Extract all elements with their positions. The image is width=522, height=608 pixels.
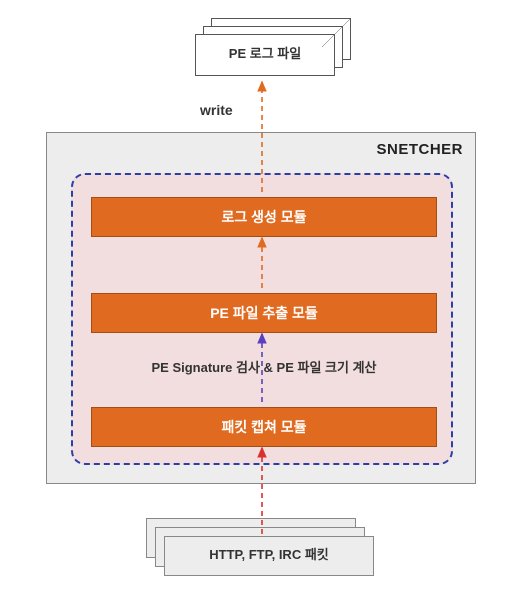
signature-text: PE Signature 검사 & PE 파일 크기 계산 (91, 357, 437, 376)
write-label: write (200, 102, 233, 118)
doc-sheet-front: HTTP, FTP, IRC 패킷 (164, 536, 374, 576)
bottom-doc-label: HTTP, FTP, IRC 패킷 (209, 547, 329, 562)
module-label: 패킷 캡쳐 모듈 (221, 419, 306, 435)
packet-docs: HTTP, FTP, IRC 패킷 (146, 518, 386, 578)
inner-panel: 로그 생성 모듈 PE 파일 추출 모듈 PE Signature 검사 & P… (71, 173, 453, 465)
module-log-gen: 로그 생성 모듈 (91, 197, 437, 237)
architecture-diagram: PE 로그 파일 write SNETCHER 로그 생성 모듈 PE 파일 추… (0, 0, 522, 608)
module-label: 로그 생성 모듈 (221, 209, 306, 225)
pe-log-file-docs: PE 로그 파일 (195, 18, 355, 78)
snetcher-title: SNETCHER (376, 141, 463, 158)
module-packet-capture: 패킷 캡쳐 모듈 (91, 407, 437, 447)
snetcher-box: SNETCHER 로그 생성 모듈 PE 파일 추출 모듈 PE Signatu… (46, 132, 476, 484)
module-label: PE 파일 추출 모듈 (210, 305, 318, 321)
module-pe-extract: PE 파일 추출 모듈 (91, 293, 437, 333)
top-doc-label: PE 로그 파일 (229, 46, 301, 61)
doc-sheet-front: PE 로그 파일 (195, 34, 335, 76)
